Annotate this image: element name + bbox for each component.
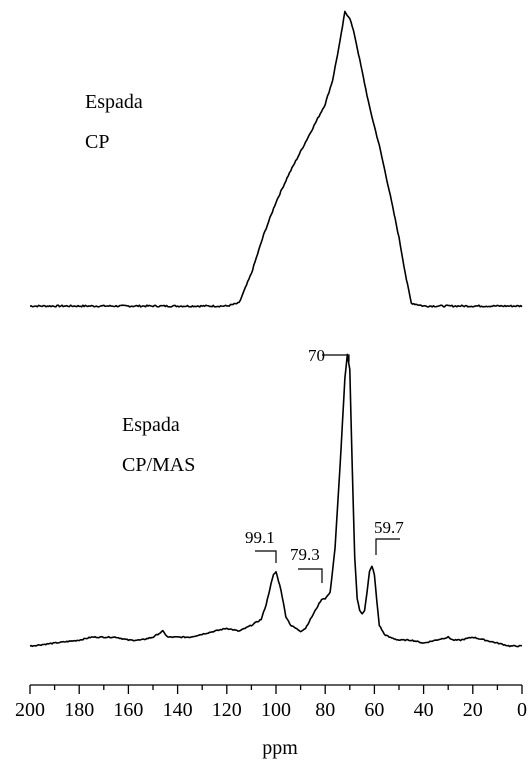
spectrum-trace-1 [29,10,523,308]
peak-bracket-4 [375,538,400,555]
x-tick-label-40: 40 [414,699,434,721]
x-tick-label-180: 180 [64,699,94,721]
x-tick-label-100: 100 [261,699,291,721]
peak-label-2: 99.1 [245,528,275,547]
x-tick-label-200: 200 [15,699,45,721]
peak-label-1: 70 [308,346,325,365]
spectrum-labels: Espada CP Espada CP/MAS [85,91,195,476]
spectrum-traces [29,10,523,648]
peak-label-4: 59.7 [374,518,404,537]
x-axis: 200 180 160 140 120 100 80 60 40 20 0 [15,684,527,721]
x-axis-title: ppm [262,737,298,759]
x-tick-label-60: 60 [364,699,384,721]
x-tick-label-20: 20 [463,699,483,721]
spectrum-1-label-line-2: CP [85,131,109,153]
spectrum-1-label-line-1: Espada [85,91,143,113]
x-tick-label-140: 140 [163,699,193,721]
spectrum-2-label-line-1: Espada [122,414,180,436]
x-tick-label-80: 80 [315,699,335,721]
x-tick-label-0: 0 [517,699,527,721]
x-tick-label-120: 120 [212,699,242,721]
peak-bracket-1 [322,354,350,362]
x-tick-label-160: 160 [113,699,143,721]
peak-label-3: 79.3 [290,545,320,564]
spectrum-trace-2 [29,353,523,648]
peak-bracket-2 [255,550,277,563]
spectrum-2-label-line-2: CP/MAS [122,454,195,476]
peak-bracket-3 [298,568,323,583]
peak-annotations: 70 99.1 79.3 59.7 [245,346,404,583]
